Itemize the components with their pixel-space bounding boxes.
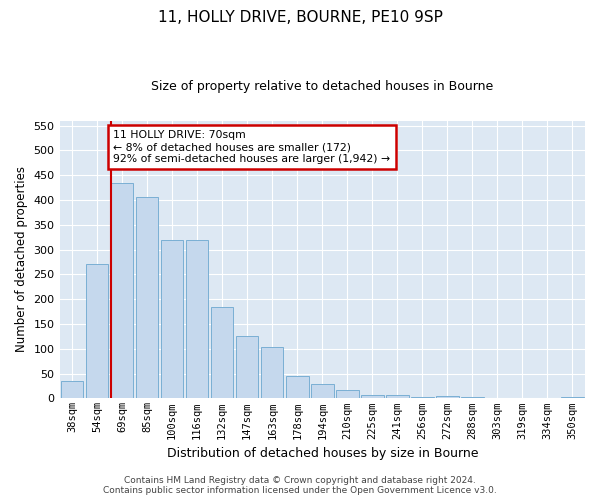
Bar: [61, 381, 83, 398]
Y-axis label: Number of detached properties: Number of detached properties: [15, 166, 28, 352]
Text: Contains HM Land Registry data © Crown copyright and database right 2024.
Contai: Contains HM Land Registry data © Crown c…: [103, 476, 497, 495]
Bar: [561, 397, 584, 398]
Bar: [436, 396, 458, 398]
Bar: [186, 240, 208, 398]
Bar: [386, 396, 409, 398]
Bar: [361, 396, 383, 398]
Bar: [236, 336, 259, 398]
Bar: [286, 376, 308, 398]
Bar: [111, 182, 133, 398]
Bar: [311, 384, 334, 398]
Bar: [211, 306, 233, 398]
Bar: [136, 198, 158, 398]
Text: 11, HOLLY DRIVE, BOURNE, PE10 9SP: 11, HOLLY DRIVE, BOURNE, PE10 9SP: [158, 10, 442, 25]
Title: Size of property relative to detached houses in Bourne: Size of property relative to detached ho…: [151, 80, 493, 93]
Bar: [261, 348, 283, 399]
Bar: [86, 264, 109, 398]
Text: 11 HOLLY DRIVE: 70sqm
← 8% of detached houses are smaller (172)
92% of semi-deta: 11 HOLLY DRIVE: 70sqm ← 8% of detached h…: [113, 130, 391, 164]
Bar: [336, 390, 359, 398]
Bar: [161, 240, 184, 398]
X-axis label: Distribution of detached houses by size in Bourne: Distribution of detached houses by size …: [167, 447, 478, 460]
